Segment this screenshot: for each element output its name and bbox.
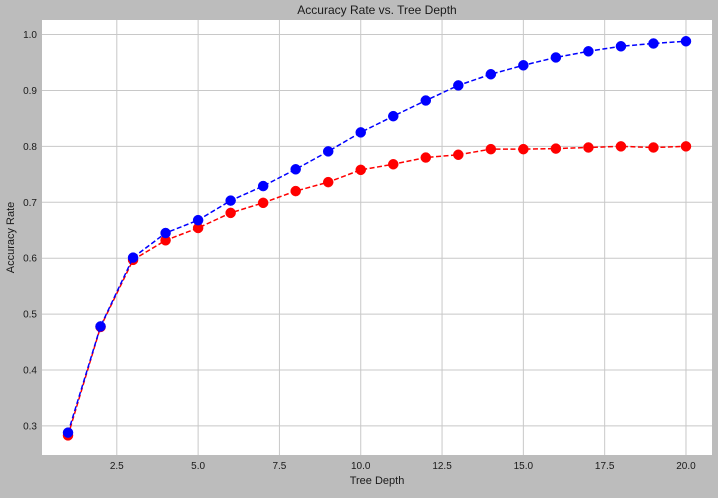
series-line	[67, 40, 687, 433]
data-point	[583, 142, 594, 153]
data-point	[583, 46, 594, 57]
data-point	[355, 127, 366, 138]
y-tick-label: 0.5	[23, 310, 37, 321]
x-tick-label: 20.0	[676, 461, 696, 472]
y-axis-label: Accuracy Rate	[5, 202, 17, 274]
y-tick-label: 0.7	[23, 198, 37, 209]
data-point	[322, 146, 334, 157]
data-point	[680, 35, 692, 47]
series-2	[62, 35, 692, 438]
data-point	[420, 152, 432, 163]
data-point	[257, 197, 269, 209]
data-point	[420, 95, 432, 106]
series-layer	[62, 35, 692, 441]
y-tick-label: 0.6	[23, 254, 37, 265]
data-point	[615, 41, 627, 52]
data-point	[388, 159, 399, 170]
y-tick-label: 0.8	[23, 142, 37, 153]
x-axis-label: Tree Depth	[350, 475, 405, 487]
x-tick-label: 2.5	[110, 461, 124, 472]
data-point	[257, 180, 269, 192]
y-tick-labels: 0.3 0.4 0.5 0.6 0.7 0.8 0.9 1.0	[23, 30, 37, 432]
data-point	[518, 60, 529, 71]
y-tick-label: 1.0	[23, 30, 37, 41]
x-tick-label: 12.5	[432, 461, 452, 472]
data-point	[485, 68, 497, 80]
data-point	[355, 164, 366, 176]
x-tick-label: 17.5	[595, 461, 615, 472]
data-point	[518, 143, 529, 155]
data-point	[95, 321, 106, 332]
y-tick-label: 0.3	[23, 421, 37, 432]
data-point	[225, 207, 236, 219]
data-point	[225, 195, 236, 206]
data-point	[648, 38, 659, 49]
data-point	[680, 141, 692, 152]
y-tick-label: 0.9	[23, 86, 37, 97]
data-point	[485, 143, 497, 155]
grid-lines	[42, 20, 712, 455]
plot-area	[42, 20, 712, 455]
data-point	[290, 164, 301, 175]
data-point	[290, 185, 301, 197]
data-point	[322, 176, 334, 188]
data-point	[388, 110, 399, 122]
data-point	[453, 149, 464, 160]
data-point	[615, 141, 627, 152]
data-point	[160, 227, 171, 239]
data-point	[550, 52, 562, 63]
x-tick-label: 10.0	[351, 461, 371, 472]
data-point	[192, 214, 204, 226]
x-tick-label: 7.5	[272, 461, 286, 472]
chart-title: Accuracy Rate vs. Tree Depth	[297, 3, 456, 17]
data-point	[62, 427, 74, 438]
data-point	[453, 80, 464, 91]
x-tick-labels: 2.5 5.0 7.5 10.0 12.5 15.0 17.5 20.0	[110, 461, 696, 472]
x-tick-label: 5.0	[191, 461, 205, 472]
data-point	[550, 143, 562, 154]
y-tick-label: 0.4	[23, 366, 37, 377]
data-point	[127, 252, 139, 263]
x-tick-label: 15.0	[514, 461, 534, 472]
series-line	[67, 145, 687, 436]
data-point	[648, 142, 659, 153]
